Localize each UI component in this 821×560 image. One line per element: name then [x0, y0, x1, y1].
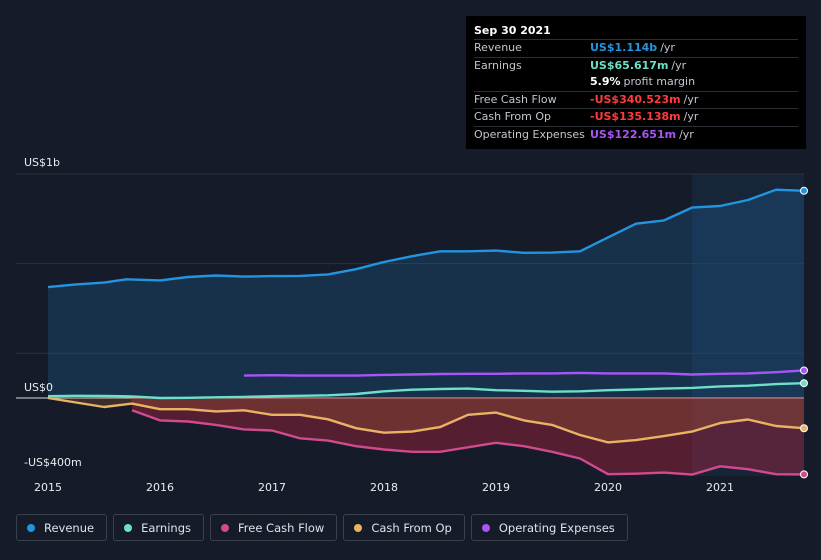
tooltip-value: -US$135.138m	[590, 110, 681, 124]
tooltip-row: Earnings US$65.617m/yr	[474, 56, 798, 75]
tooltip-unit: profit margin	[623, 75, 696, 89]
tooltip-unit: /yr	[679, 127, 694, 141]
legend-item-operating-expenses[interactable]: Operating Expenses	[470, 514, 628, 541]
tooltip-label: Earnings	[474, 58, 522, 72]
earnings-end-point	[800, 379, 808, 388]
y-tick-label: US$1b	[24, 156, 60, 169]
legend-label: Operating Expenses	[498, 520, 615, 535]
revenue-area	[48, 189, 804, 398]
operating-expenses-end-point	[800, 366, 808, 375]
x-tick-label: 2018	[370, 481, 398, 494]
tooltip-label: Revenue	[474, 41, 522, 54]
tooltip-date: Sep 30 2021	[474, 24, 551, 37]
legend-label: Earnings	[141, 520, 191, 535]
tooltip-row: 5.9% profit margin	[474, 74, 798, 91]
chart-area: US$1b US$0 -US$400m 2015 2016 2017 2018 2019 20…	[16, 156, 808, 494]
legend-label: Free Cash Flow	[238, 520, 325, 535]
legend-label: Cash From Op	[371, 520, 452, 535]
x-tick-label: 2021	[706, 481, 734, 494]
earnings-line	[47, 382, 805, 400]
cash-from-op-end-point	[800, 424, 808, 433]
legend-item-revenue[interactable]: Revenue	[16, 514, 108, 541]
tooltip-label: Free Cash Flow	[474, 92, 557, 106]
cash-from-op-area	[48, 398, 804, 443]
legend-item-earnings[interactable]: Earnings	[113, 514, 204, 541]
tooltip-row: Cash From Op -US$135.138m/yr	[474, 108, 798, 126]
legend-label: Revenue	[44, 520, 95, 535]
y-tick-label: -US$400m	[24, 456, 82, 469]
legend-dot-icon	[124, 523, 133, 532]
x-tick-label: 2017	[258, 481, 286, 494]
legend-dot-icon	[27, 523, 35, 532]
tooltip-unit: /yr	[671, 58, 687, 72]
legend-dot-icon	[354, 523, 363, 532]
x-tick-label: 2016	[146, 481, 174, 494]
x-tick-label: 2020	[594, 481, 622, 494]
legend: Revenue Earnings Free Cash Flow Cash From O…	[16, 514, 628, 541]
legend-dot-icon	[481, 523, 490, 532]
free-cash-flow-end-point	[800, 470, 808, 479]
tooltip-value: 5.9%	[590, 75, 621, 89]
tooltip-label	[474, 74, 590, 91]
tooltip-row: Free Cash Flow -US$340.523m/yr	[474, 90, 798, 109]
y-tick-label: US$0	[24, 381, 53, 394]
tooltip-row: Revenue US$1.114b/yr	[474, 39, 798, 57]
tooltip-label: Operating Expenses	[474, 127, 585, 141]
tooltip-value: US$65.617m	[590, 58, 669, 72]
operating-expenses-line	[243, 369, 805, 377]
tooltip-unit: /yr	[660, 41, 675, 54]
free-cash-flow-area	[132, 398, 804, 475]
revenue-line	[47, 188, 805, 289]
tooltip-value: US$122.651m	[590, 127, 677, 141]
x-tick-label: 2019	[482, 481, 510, 494]
tooltip-unit: /yr	[683, 92, 699, 106]
free-cash-flow-line	[131, 409, 805, 476]
tooltip-unit: /yr	[683, 110, 699, 124]
tooltip-label: Cash From Op	[474, 110, 552, 124]
tooltip-panel: Sep 30 2021 Revenue US$1.114b/yr Earnings U…	[466, 16, 806, 149]
cash-from-op-line	[47, 396, 805, 444]
revenue-end-point	[800, 186, 808, 195]
legend-item-free-cash-flow[interactable]: Free Cash Flow	[210, 514, 338, 541]
legend-dot-icon	[221, 523, 229, 532]
legend-item-cash-from-op[interactable]: Cash From Op	[343, 514, 465, 541]
x-tick-label: 2015	[34, 481, 62, 494]
tooltip-value: -US$340.523m	[590, 92, 681, 106]
tooltip-value: US$1.114b	[590, 41, 658, 54]
tooltip-row: Operating Expenses US$122.651m/yr	[474, 125, 798, 144]
